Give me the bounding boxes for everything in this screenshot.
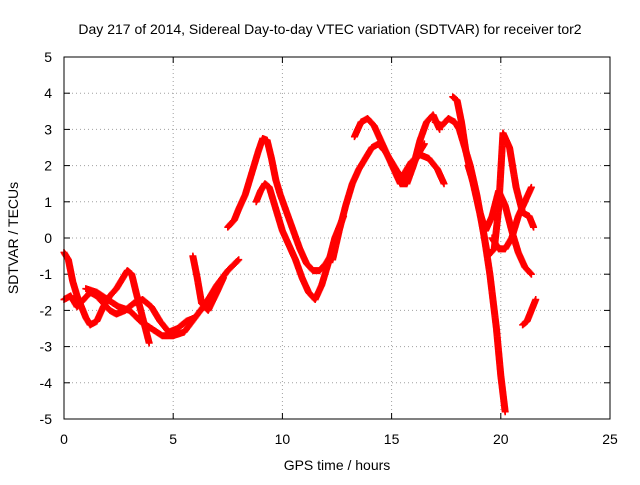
y-tick-label: -4	[40, 375, 53, 391]
data-point-marker	[234, 257, 242, 265]
y-tick-label: -1	[40, 266, 53, 282]
data-point-marker	[527, 269, 535, 277]
y-tick-label: 2	[44, 158, 52, 174]
data-point-marker	[145, 339, 153, 347]
data-point-marker	[501, 408, 509, 416]
data-point-marker	[530, 223, 538, 231]
series-satellite-track-i	[399, 151, 448, 188]
x-tick-label: 20	[493, 431, 509, 447]
data-point-marker	[527, 183, 535, 191]
data-point-marker	[235, 256, 243, 264]
x-tick-label: 10	[275, 431, 291, 447]
data-point-marker	[440, 180, 448, 188]
chart-title: Day 217 of 2014, Sidereal Day-to-day VTE…	[78, 21, 581, 37]
y-tick-label: 4	[44, 85, 52, 101]
y-tick-label: 0	[44, 230, 52, 246]
data-layer	[60, 93, 540, 416]
y-axis-label: SDTVAR / TECUs	[5, 182, 21, 294]
y-tick-label: -2	[40, 302, 53, 318]
data-point-marker	[219, 274, 227, 282]
series-satellite-track-l	[464, 129, 538, 260]
y-tick-label: 3	[44, 121, 52, 137]
data-point-marker	[527, 270, 535, 278]
y-tick-label: -5	[40, 411, 53, 427]
y-tick-label: -3	[40, 339, 53, 355]
plot-frame	[63, 56, 611, 420]
x-tick-label: 0	[60, 431, 68, 447]
series-satellite-track-h	[350, 111, 444, 188]
series-satellite-track-d	[189, 252, 227, 314]
x-tick-labels: 0 5 10 15 20 25	[60, 431, 618, 447]
y-tick-label: 5	[44, 49, 52, 65]
data-point-marker	[532, 296, 540, 304]
x-tick-label: 25	[602, 431, 618, 447]
series-satellite-track-m	[488, 183, 535, 253]
x-tick-label: 5	[169, 431, 177, 447]
series-satellite-track-e	[224, 134, 334, 275]
x-tick-label: 15	[384, 431, 400, 447]
series-satellite-track-n	[519, 296, 540, 329]
y-tick-label: 1	[44, 194, 52, 210]
y-tick-labels: -5 -4 -3 -2 -1 0 1 2 3 4 5	[40, 49, 53, 427]
x-axis-label: GPS time / hours	[284, 457, 391, 473]
